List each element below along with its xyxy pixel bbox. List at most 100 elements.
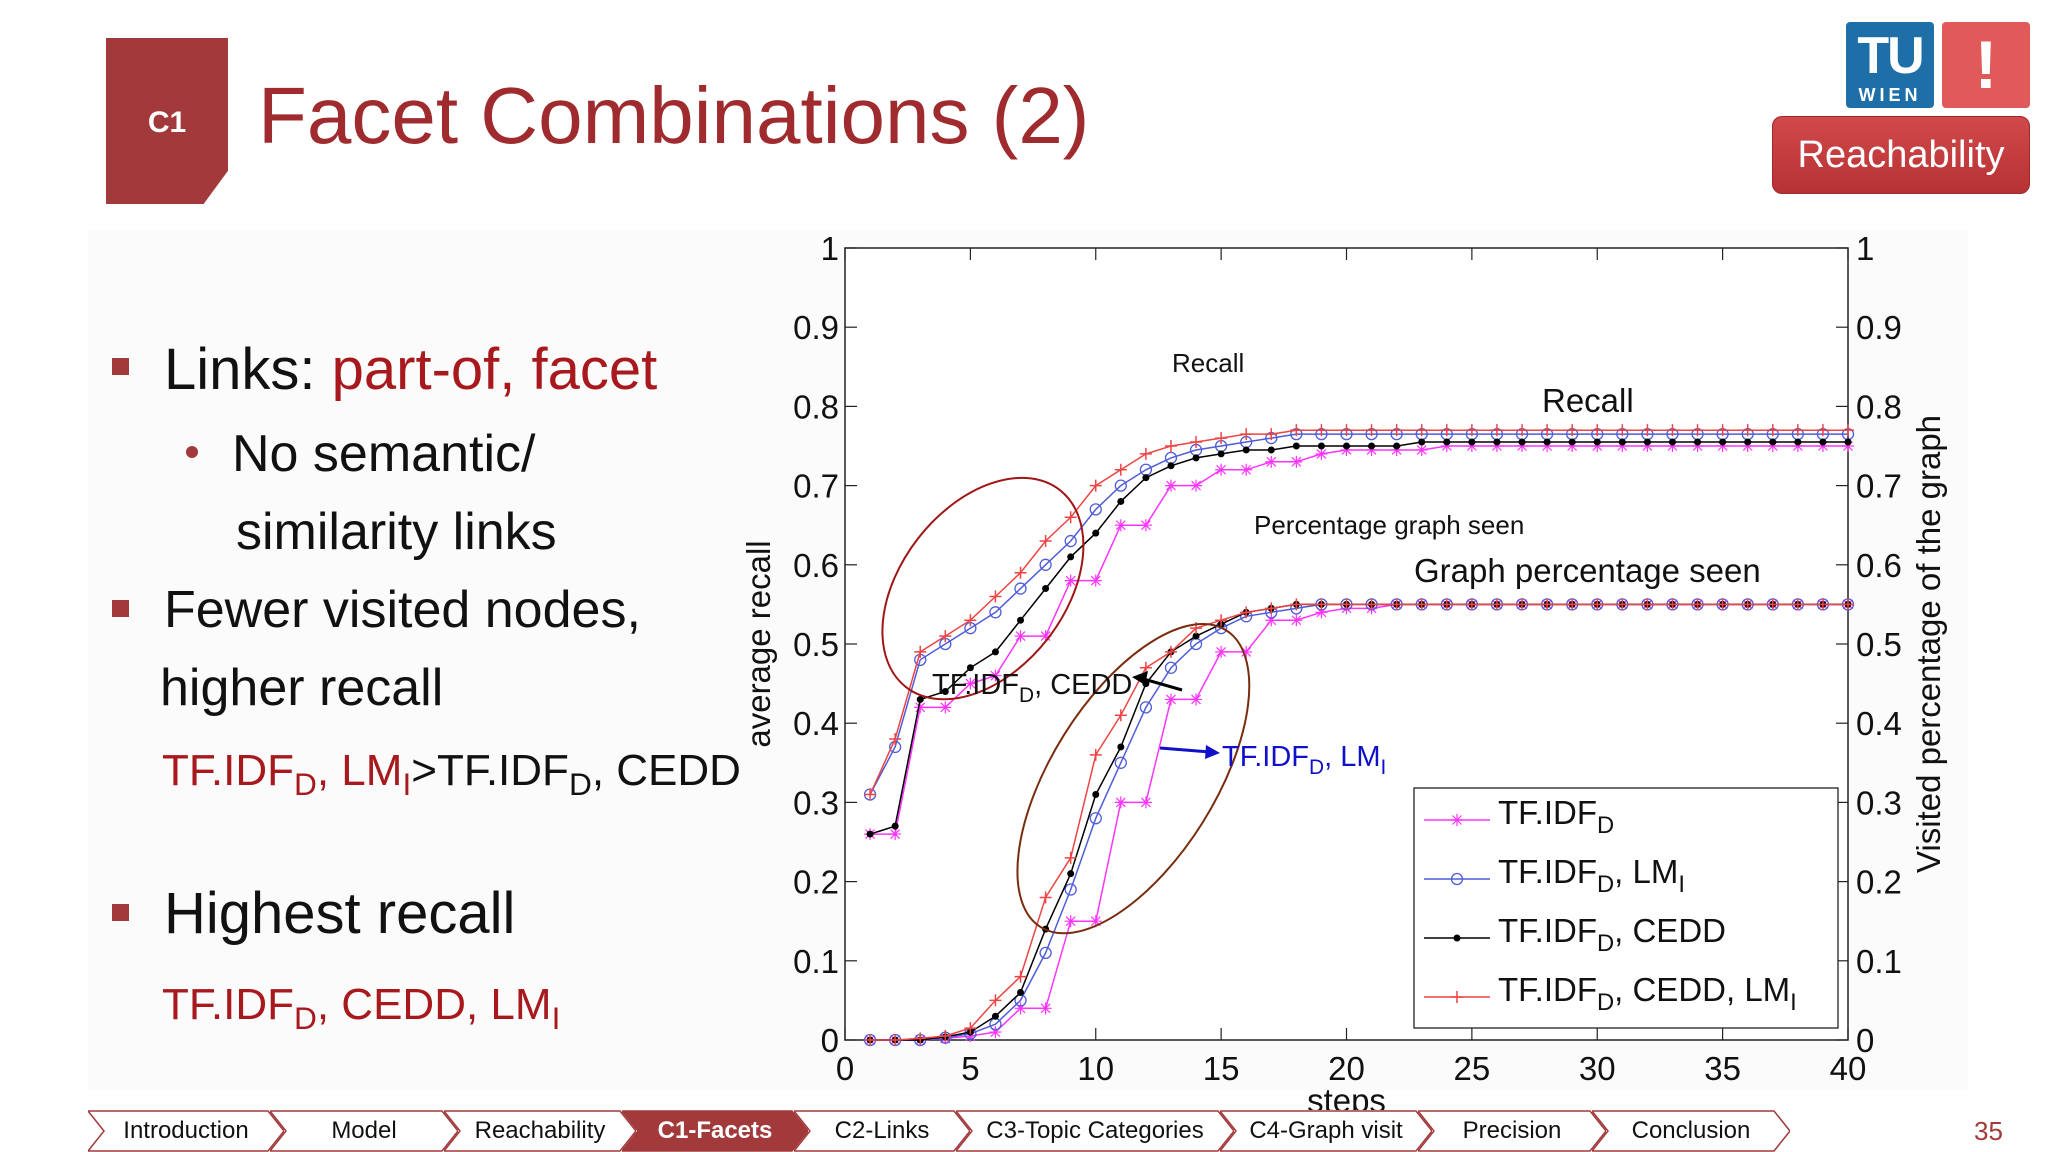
data-point <box>1064 574 1077 587</box>
data-point <box>1618 438 1626 446</box>
data-point <box>1568 438 1576 446</box>
formula-part: TF.IDF <box>162 980 294 1029</box>
data-point <box>1440 424 1453 437</box>
data-point <box>1089 748 1102 761</box>
x-tick-label: 25 <box>1454 1050 1491 1087</box>
bullet-higher-recall: higher recall <box>160 659 444 717</box>
data-point <box>1641 440 1654 452</box>
data-point <box>1290 598 1303 611</box>
data-point <box>1215 645 1228 658</box>
data-point <box>1092 790 1100 798</box>
nav-tab-c3-topic-categories[interactable]: C3-Topic Categories <box>956 1110 1234 1152</box>
data-point <box>1089 503 1102 516</box>
data-point <box>1390 598 1403 611</box>
nav-tab-label: C3-Topic Categories <box>986 1117 1204 1144</box>
nav-tab-conclusion[interactable]: Conclusion <box>1592 1110 1790 1152</box>
nav-tab-label: C4-Graph visit <box>1249 1117 1403 1144</box>
logo-tu-text: TU <box>1857 27 1924 85</box>
data-point <box>1741 424 1754 437</box>
legend-label-1-part: TF.IDF <box>1498 853 1597 890</box>
data-point <box>1114 796 1127 809</box>
y-tick-label: 0.3 <box>793 784 839 821</box>
legend-label-0: TF.IDFD <box>1498 794 1614 839</box>
nav-tab-precision[interactable]: Precision <box>1418 1110 1606 1152</box>
nav-tab-c4-graph-visit[interactable]: C4-Graph visit <box>1220 1110 1432 1152</box>
y2-tick-label: 0.7 <box>1856 468 1902 505</box>
data-point <box>1566 440 1579 452</box>
data-point <box>939 701 952 714</box>
y2-tick-label: 0.4 <box>1856 705 1902 742</box>
data-point <box>1114 463 1127 476</box>
legend-label-2-part: D <box>1597 930 1614 957</box>
data-point <box>1844 438 1852 446</box>
data-point <box>1591 598 1604 611</box>
data-point <box>1390 424 1403 437</box>
series-recall-2 <box>866 438 1852 838</box>
y-tick-label: 0.6 <box>793 547 839 584</box>
legend-label-0-part: TF.IDF <box>1498 794 1597 831</box>
x-axis-label: steps <box>1307 1082 1386 1110</box>
data-point <box>1766 598 1779 611</box>
data-point <box>1741 440 1754 452</box>
y2-tick-label: 0.3 <box>1856 784 1902 821</box>
series-line <box>870 603 1848 1041</box>
data-point <box>1719 438 1727 446</box>
exclamation-icon: ! <box>1942 22 2030 108</box>
series-line <box>870 445 1848 835</box>
bullet-highest-recall: Highest recall <box>164 881 516 946</box>
data-point <box>914 1032 927 1045</box>
data-point <box>1440 440 1453 452</box>
data-point <box>1694 438 1702 446</box>
section-navigation: Introduction Model Reachability C1-Facets C2… <box>88 1110 1790 1152</box>
data-point <box>1039 535 1052 548</box>
data-point <box>1139 519 1152 532</box>
data-point <box>989 669 1002 682</box>
data-point <box>1616 424 1629 437</box>
annotation-lm-label-part: , LM <box>1324 741 1380 773</box>
legend-label-3-part: I <box>1790 989 1797 1016</box>
data-point <box>1666 424 1679 437</box>
data-point <box>889 733 902 746</box>
nav-tab-c1-facets[interactable]: C1-Facets <box>622 1110 808 1152</box>
data-point <box>991 1012 999 1020</box>
x-tick-label: 20 <box>1328 1050 1365 1087</box>
data-point <box>1390 443 1403 456</box>
data-point <box>1516 440 1529 452</box>
data-point <box>1265 614 1278 627</box>
reachability-button[interactable]: Reachability <box>1772 116 2030 194</box>
data-point <box>1164 645 1177 658</box>
data-point <box>1641 598 1654 611</box>
annotation-lm-label-part: D <box>1309 756 1324 779</box>
data-point <box>1190 436 1203 449</box>
data-point <box>1014 582 1027 595</box>
data-point <box>1543 438 1551 446</box>
data-point <box>1518 438 1526 446</box>
data-point <box>1465 440 1478 452</box>
nav-tab-introduction[interactable]: Introduction <box>88 1110 284 1152</box>
data-point <box>1791 598 1804 611</box>
data-point <box>1064 883 1077 896</box>
legend-entry-0 <box>1424 814 1490 826</box>
nav-tab-reachability[interactable]: Reachability <box>444 1110 636 1152</box>
nav-tab-label: Conclusion <box>1631 1117 1751 1144</box>
data-point <box>1516 598 1529 611</box>
data-point <box>1064 851 1077 864</box>
data-point <box>1164 693 1177 706</box>
data-point <box>1067 553 1075 561</box>
sub-bullet-line2: similarity links <box>236 503 557 561</box>
formula-part: , CEDD, LM <box>316 980 552 1029</box>
nav-chevron-shape <box>270 1110 458 1152</box>
data-point <box>1666 440 1679 452</box>
data-point <box>1089 812 1102 825</box>
formula-part: TF.IDF <box>162 746 294 795</box>
data-point <box>1265 455 1278 468</box>
nav-tab-label: Reachability <box>474 1117 606 1144</box>
data-point <box>1267 446 1275 454</box>
data-point <box>1566 424 1579 437</box>
nav-tab-model[interactable]: Model <box>270 1110 458 1152</box>
data-point <box>1616 598 1629 611</box>
data-point <box>1114 519 1127 532</box>
data-point <box>1819 438 1827 446</box>
nav-tab-c2-links[interactable]: C2-Links <box>794 1110 970 1152</box>
data-point <box>1117 743 1125 751</box>
